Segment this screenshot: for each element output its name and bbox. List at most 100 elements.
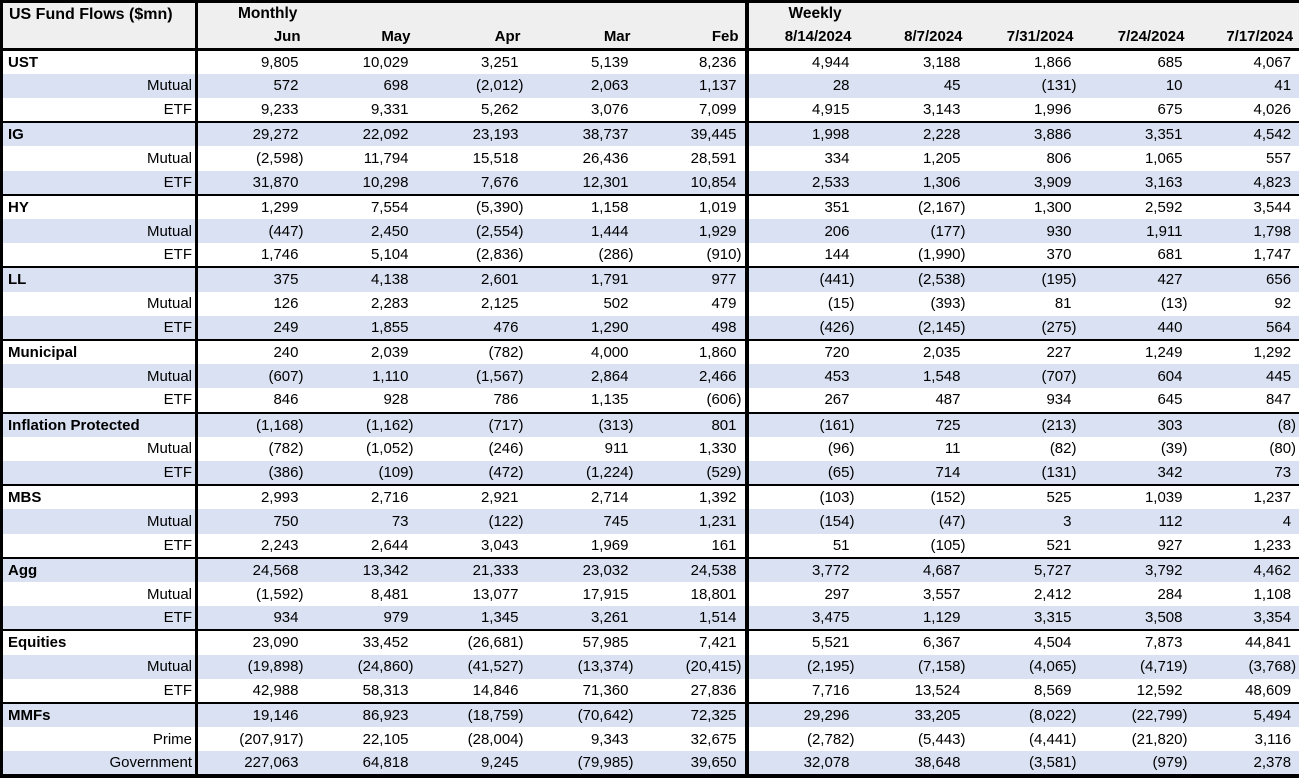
value-cell: 3,251 xyxy=(416,48,527,74)
value-cell: 11 xyxy=(944,440,961,458)
column-header-row: Jun May Apr Mar Feb 8/14/2024 8/7/2024 7/31/202… xyxy=(2,25,1299,51)
value-cell: 2,714 xyxy=(526,484,637,510)
value-cell: 1,249 xyxy=(1079,338,1191,365)
value-cell: 476 xyxy=(493,318,519,336)
column-header-May: May xyxy=(306,25,417,51)
value-cell: (70,642) xyxy=(526,701,637,728)
value-cell: 28 xyxy=(744,73,858,98)
table-row-mmfs-prime: Prime (207,917) 22,105 (28,004) 9,343 32,675 (… xyxy=(2,727,1299,752)
value-cell: 5,494 xyxy=(1190,701,1299,728)
table-row-hy-etf: ETF 1,746 5,104 (2,836) (286) (910) 144 (1,990)… xyxy=(2,243,1299,268)
value-cell: 375 xyxy=(195,266,307,292)
value-cell: (782) xyxy=(416,338,527,365)
value-cell: (607) xyxy=(195,364,307,389)
value-cell: (707) xyxy=(1041,367,1077,385)
column-header-7-24-2024: 7/24/2024 xyxy=(1079,25,1191,51)
column-header-8-14-2024: 8/14/2024 xyxy=(744,25,858,51)
value-cell: (313) xyxy=(526,411,637,437)
value-cell: 4,504 xyxy=(968,629,1080,655)
value-cell: (717) xyxy=(416,411,527,437)
value-cell: 1,392 xyxy=(636,484,747,510)
value-cell: 161 xyxy=(711,536,737,554)
table-row-municipal-etf: ETF 846 928 786 1,135 (606) 267 487 934 645 847 xyxy=(2,388,1299,413)
value-cell: (5,443) xyxy=(917,730,966,748)
row-sublabel: ETF xyxy=(163,391,192,409)
value-cell: (19,898) xyxy=(195,654,307,679)
value-cell: 911 xyxy=(604,440,629,458)
value-cell: 1,791 xyxy=(526,266,637,292)
value-cell: (13) xyxy=(1160,295,1188,313)
row-sublabel: ETF xyxy=(163,681,192,699)
value-cell: 4,000 xyxy=(526,338,637,365)
value-cell: 1,108 xyxy=(1253,585,1292,603)
value-cell: 32,078 xyxy=(744,751,858,776)
value-cell: 1,292 xyxy=(1190,338,1299,365)
value-cell: (1,168) xyxy=(195,411,307,437)
value-cell: 1,860 xyxy=(636,338,747,365)
value-cell: 801 xyxy=(636,411,747,437)
row-sublabel: Mutual xyxy=(146,440,192,458)
value-cell: 698 xyxy=(383,77,409,95)
value-cell: 9,331 xyxy=(370,101,409,118)
value-cell: (161) xyxy=(744,411,858,437)
value-cell: 86,923 xyxy=(306,701,417,728)
value-cell: 13,342 xyxy=(306,556,417,582)
value-cell: 1,065 xyxy=(1144,149,1183,167)
value-cell: 24,538 xyxy=(636,556,747,582)
value-cell: (606) xyxy=(706,391,742,409)
value-cell: (1,162) xyxy=(306,411,417,437)
row-sublabel: Prime xyxy=(152,730,192,748)
value-cell: 502 xyxy=(603,295,629,313)
table-row-ll-mutual: Mutual 126 2,283 2,125 502 479 (15) (393) 81 (13)… xyxy=(2,291,1299,316)
value-cell: 1,911 xyxy=(1146,222,1183,240)
value-cell: 930 xyxy=(1046,222,1072,240)
value-cell: 3,475 xyxy=(744,606,858,631)
value-cell: 8,236 xyxy=(636,48,747,74)
value-cell: 1,237 xyxy=(1190,484,1299,510)
value-cell: 2,533 xyxy=(744,170,858,195)
value-cell: (4,719) xyxy=(1139,658,1188,676)
value-cell: (2,167) xyxy=(857,193,969,219)
value-cell: (41,527) xyxy=(467,658,524,676)
value-cell: 112 xyxy=(1158,512,1183,530)
table-row-ig-etf: ETF 31,870 10,298 7,676 12,301 10,854 2,533 1,3… xyxy=(1,170,1299,195)
value-cell: 1,233 xyxy=(1253,536,1292,554)
value-cell: 11,794 xyxy=(363,149,409,167)
value-cell: (1,052) xyxy=(365,440,414,458)
group-label: Agg xyxy=(1,556,197,582)
value-cell: 5,139 xyxy=(526,48,637,74)
value-cell: 725 xyxy=(857,411,969,437)
value-cell: 1,514 xyxy=(698,609,737,627)
column-header-Mar: Mar xyxy=(526,25,637,51)
value-cell: 22,092 xyxy=(306,121,417,147)
value-cell: 24,568 xyxy=(195,556,307,582)
value-cell: (5,390) xyxy=(416,193,527,219)
value-cell: (82) xyxy=(1049,440,1077,458)
value-cell: 3,076 xyxy=(590,101,629,118)
value-cell: 12,592 xyxy=(1136,681,1183,699)
value-cell: (2,836) xyxy=(475,246,524,264)
value-cell: 685 xyxy=(1079,48,1191,74)
value-cell: 3,043 xyxy=(480,536,519,554)
value-cell: 227,063 xyxy=(195,751,307,776)
section-header-row: US Fund Flows ($mn) Monthly Weekly xyxy=(1,1,1299,51)
table-row-hy: HY 1,299 7,554 (5,390) 1,158 1,019 351 (2,167) 1… xyxy=(1,193,1299,219)
value-cell: 2,125 xyxy=(480,295,519,313)
value-cell: (2,598) xyxy=(195,146,307,171)
table-row-equities: Equities 23,090 33,452 (26,681) 57,985 7,421 5… xyxy=(1,629,1299,655)
value-cell: (96) xyxy=(744,436,858,461)
value-cell: (109) xyxy=(378,464,414,482)
value-cell: 656 xyxy=(1190,266,1299,292)
table-row-equities-mutual: Mutual (19,898) (24,860) (41,527) (13,374) (2… xyxy=(1,654,1299,679)
value-cell: 427 xyxy=(1079,266,1191,292)
value-cell: 33,452 xyxy=(306,629,417,655)
value-cell: 2,035 xyxy=(857,338,969,365)
value-cell: (152) xyxy=(857,484,969,510)
value-cell: 4,138 xyxy=(306,266,417,292)
value-cell: (213) xyxy=(968,411,1080,437)
value-cell: 4,462 xyxy=(1190,556,1299,582)
value-cell: 342 xyxy=(1157,464,1183,482)
value-cell: 4,944 xyxy=(744,48,858,74)
value-cell: 7,873 xyxy=(1079,629,1191,655)
value-cell: (131) xyxy=(1041,464,1077,482)
